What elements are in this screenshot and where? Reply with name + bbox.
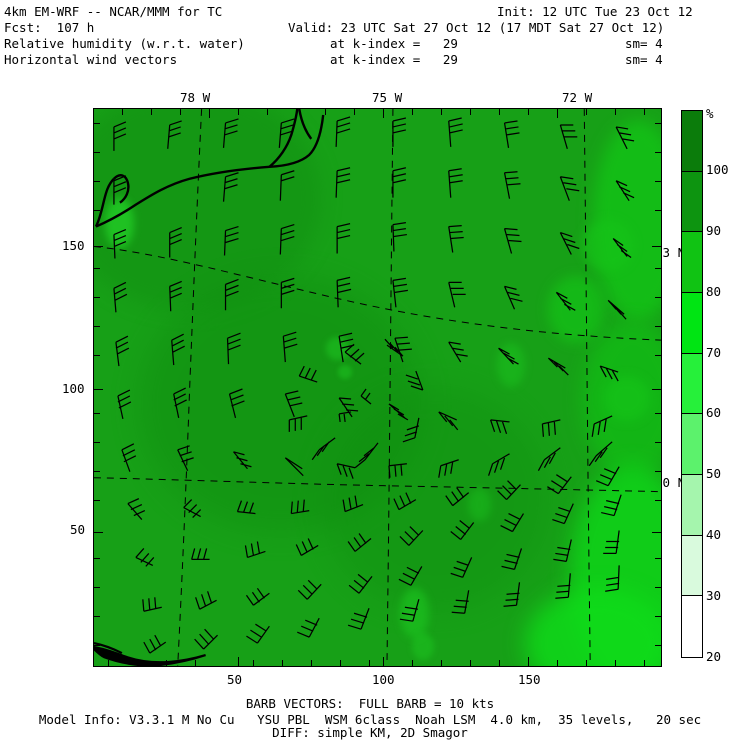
graticule-lines <box>94 109 661 666</box>
valid-time: Valid: 23 UTC Sat 27 Oct 12 (17 MDT Sat … <box>288 20 665 35</box>
colorbar-band-30 <box>682 535 702 597</box>
relative-humidity-field <box>94 109 661 666</box>
field-1-smoothing: sm= 4 <box>625 36 663 51</box>
y-tick-label-50: 50 <box>70 522 86 537</box>
colorbar-unit-label: % <box>706 106 714 121</box>
x-tick-label-150: 150 <box>518 672 541 687</box>
field-2-smoothing: sm= 4 <box>625 52 663 67</box>
field-1-level: at k-index = 29 <box>330 36 458 51</box>
coastline <box>94 109 325 228</box>
colorbar-band-60 <box>682 353 702 415</box>
colorbar-band-40 <box>682 474 702 536</box>
colorbar-tick-40: 40 <box>706 527 722 543</box>
map-plot-area[interactable] <box>93 108 662 667</box>
colorbar-band-100 <box>682 111 702 172</box>
lon-label-72w: 72 W <box>562 90 593 105</box>
wind-barb-field <box>113 116 635 654</box>
init-time: Init: 12 UTC Tue 23 Oct 12 <box>497 4 693 19</box>
colorbar-band-80 <box>682 232 702 293</box>
colorbar-tick-20: 20 <box>706 649 722 664</box>
lon-label-78w: 78 W <box>180 90 211 105</box>
colorbar-band-50 <box>682 414 702 475</box>
barb-legend: BARB VECTORS: FULL BARB = 10 kts <box>245 696 495 711</box>
coastline-outer-banks <box>94 642 206 666</box>
colorbar-tick-30: 30 <box>706 588 722 604</box>
colorbar-tick-100: 100 <box>706 161 729 177</box>
field-1-name: Relative humidity (w.r.t. water) <box>4 36 245 51</box>
lon-label-75w: 75 W <box>372 90 403 105</box>
colorbar-tick-50: 50 <box>706 466 722 482</box>
colorbar-band-20 <box>682 596 702 657</box>
colorbar-tick-80: 80 <box>706 283 722 299</box>
x-tick-label-50: 50 <box>227 672 243 687</box>
y-tick-label-150: 150 <box>62 238 85 253</box>
colorbar-tick-60: 60 <box>706 405 722 421</box>
field-2-name: Horizontal wind vectors <box>4 52 178 67</box>
forecast-hour: Fcst: 107 h <box>4 20 95 35</box>
x-tick-label-100: 100 <box>372 672 395 687</box>
y-tick-label-100: 100 <box>62 381 85 396</box>
diff-info-line: DIFF: simple KM, 2D Smagor <box>272 725 468 740</box>
model-info-line: Model Info: V3.3.1 M No Cu YSU PBL WSM 6… <box>38 712 702 727</box>
colorbar-tick-70: 70 <box>706 344 722 360</box>
map-overlay <box>94 109 661 666</box>
colorbar-band-90 <box>682 171 702 233</box>
field-2-level: at k-index = 29 <box>330 52 458 67</box>
colorbar-band-70 <box>682 292 702 354</box>
model-title: 4km EM-WRF -- NCAR/MMM for TC <box>4 4 223 19</box>
colorbar[interactable] <box>681 110 703 658</box>
colorbar-tick-90: 90 <box>706 222 722 238</box>
